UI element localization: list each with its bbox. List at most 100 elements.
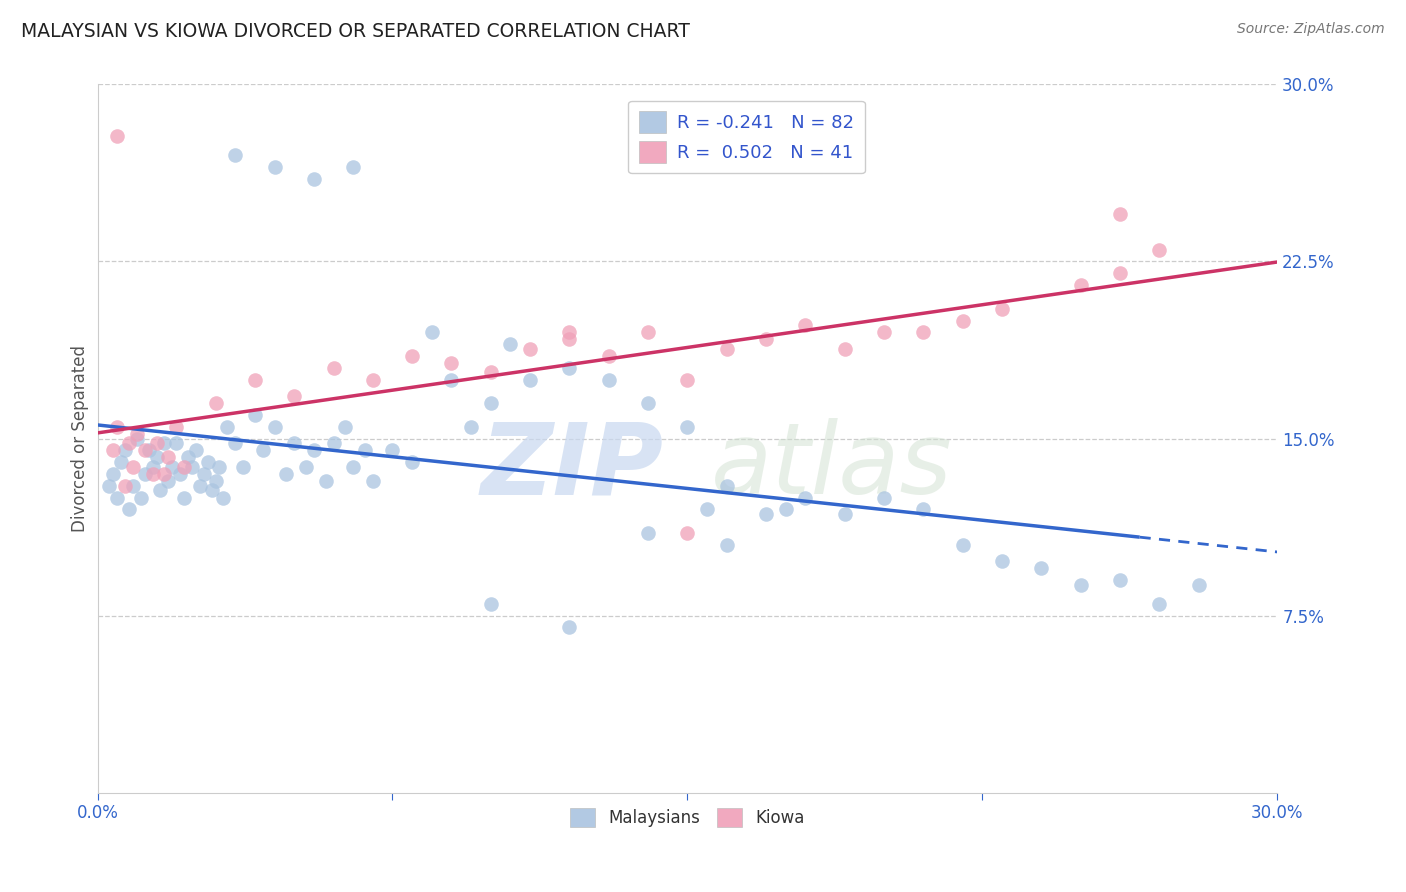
Point	[1109, 207, 1132, 221]
Point	[1070, 578, 1092, 592]
Point	[1188, 578, 1211, 592]
Text: ZIP: ZIP	[481, 418, 664, 516]
Point	[153, 467, 176, 481]
Point	[302, 443, 325, 458]
Point	[775, 502, 797, 516]
Point	[354, 443, 377, 458]
Point	[157, 474, 180, 488]
Point	[676, 372, 699, 386]
Point	[201, 483, 224, 498]
Point	[342, 160, 364, 174]
Point	[401, 455, 423, 469]
Point	[125, 426, 148, 441]
Point	[169, 467, 191, 481]
Point	[361, 474, 384, 488]
Point	[263, 419, 285, 434]
Point	[142, 459, 165, 474]
Point	[118, 502, 141, 516]
Point	[252, 443, 274, 458]
Point	[991, 301, 1014, 316]
Point	[991, 554, 1014, 568]
Point	[149, 483, 172, 498]
Point	[912, 502, 935, 516]
Point	[519, 342, 541, 356]
Point	[716, 342, 738, 356]
Point	[98, 479, 121, 493]
Point	[110, 455, 132, 469]
Point	[499, 337, 522, 351]
Point	[165, 419, 187, 434]
Point	[315, 474, 337, 488]
Point	[1109, 573, 1132, 587]
Point	[519, 372, 541, 386]
Point	[952, 313, 974, 327]
Point	[1031, 561, 1053, 575]
Point	[165, 436, 187, 450]
Point	[142, 467, 165, 481]
Point	[105, 419, 128, 434]
Point	[114, 443, 136, 458]
Point	[794, 318, 817, 333]
Point	[755, 507, 778, 521]
Point	[342, 459, 364, 474]
Point	[232, 459, 254, 474]
Point	[204, 474, 226, 488]
Point	[129, 491, 152, 505]
Point	[598, 349, 620, 363]
Point	[479, 396, 502, 410]
Point	[197, 455, 219, 469]
Point	[184, 443, 207, 458]
Point	[208, 459, 231, 474]
Point	[401, 349, 423, 363]
Point	[105, 491, 128, 505]
Point	[145, 450, 167, 465]
Point	[122, 459, 145, 474]
Point	[118, 436, 141, 450]
Point	[134, 443, 156, 458]
Point	[212, 491, 235, 505]
Point	[479, 597, 502, 611]
Point	[558, 360, 581, 375]
Point	[181, 459, 204, 474]
Point	[1149, 597, 1171, 611]
Point	[1109, 266, 1132, 280]
Point	[676, 526, 699, 541]
Point	[103, 443, 125, 458]
Point	[716, 479, 738, 493]
Point	[716, 538, 738, 552]
Point	[1149, 243, 1171, 257]
Legend: Malaysians, Kiowa: Malaysians, Kiowa	[564, 801, 811, 834]
Point	[558, 332, 581, 346]
Point	[873, 491, 896, 505]
Point	[952, 538, 974, 552]
Point	[335, 419, 357, 434]
Point	[755, 332, 778, 346]
Text: Source: ZipAtlas.com: Source: ZipAtlas.com	[1237, 22, 1385, 37]
Point	[479, 366, 502, 380]
Point	[676, 419, 699, 434]
Point	[173, 459, 195, 474]
Point	[420, 326, 443, 340]
Point	[138, 443, 160, 458]
Point	[598, 372, 620, 386]
Point	[224, 148, 246, 162]
Point	[873, 326, 896, 340]
Point	[153, 436, 176, 450]
Point	[243, 408, 266, 422]
Point	[173, 491, 195, 505]
Point	[295, 459, 318, 474]
Point	[243, 372, 266, 386]
Point	[440, 356, 463, 370]
Point	[217, 419, 239, 434]
Point	[193, 467, 215, 481]
Point	[1070, 278, 1092, 293]
Point	[276, 467, 298, 481]
Point	[834, 507, 856, 521]
Point	[125, 432, 148, 446]
Point	[188, 479, 211, 493]
Point	[637, 326, 659, 340]
Point	[177, 450, 200, 465]
Point	[103, 467, 125, 481]
Point	[302, 172, 325, 186]
Point	[460, 419, 482, 434]
